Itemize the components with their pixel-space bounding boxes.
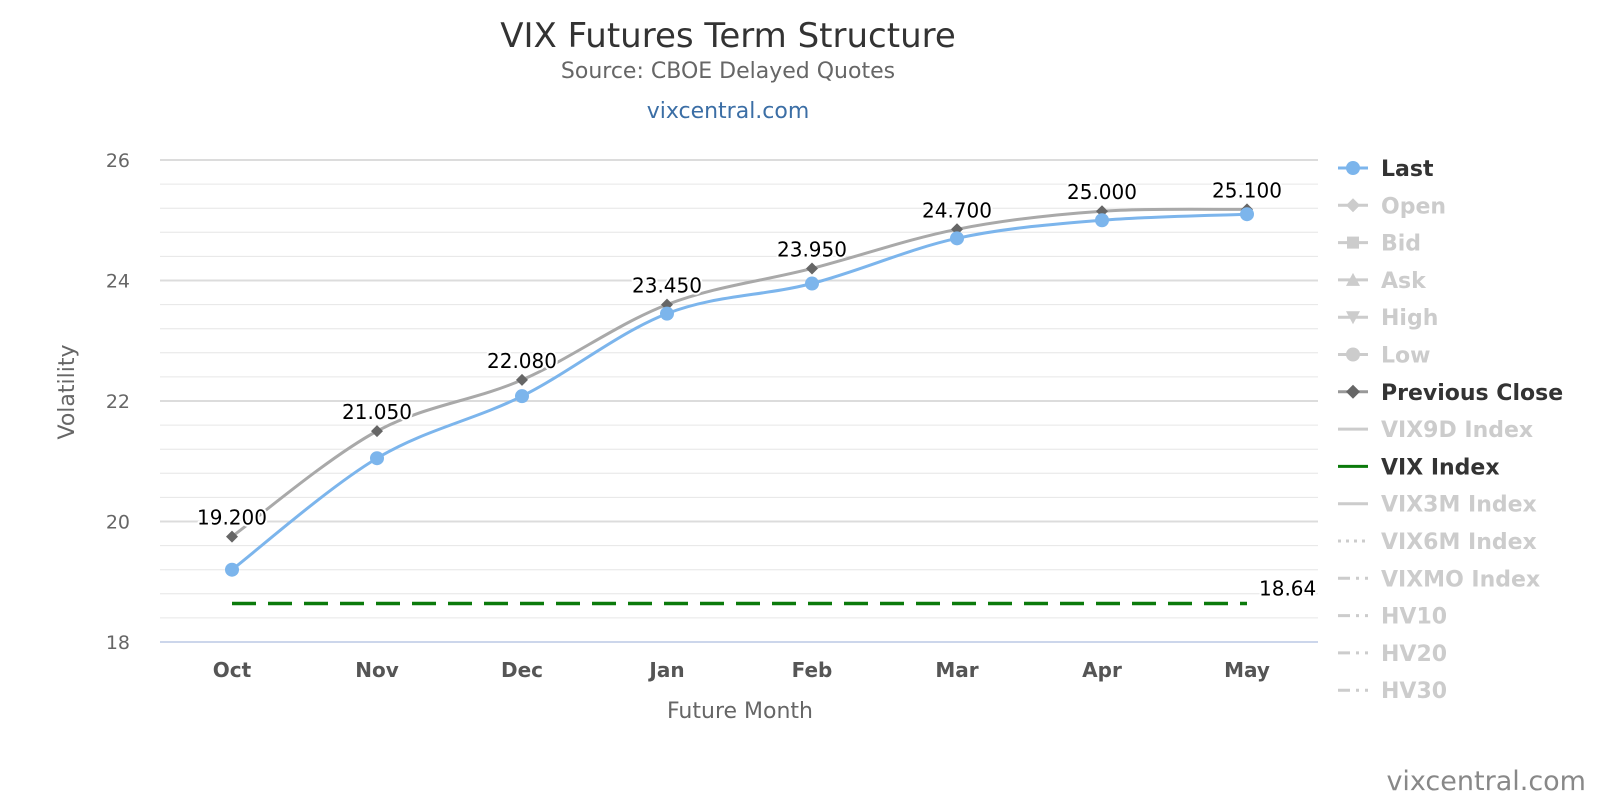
legend-label: Low bbox=[1381, 344, 1430, 369]
last-price-value-label: 25.000 bbox=[1067, 180, 1137, 204]
legend-diamond-marker bbox=[1346, 384, 1360, 399]
last-price-value-label: 21.050 bbox=[342, 400, 412, 424]
last-price-value-label: 22.080 bbox=[487, 349, 557, 373]
previous-close-point[interactable] bbox=[226, 530, 238, 543]
y-tick-label: 24 bbox=[106, 271, 130, 293]
legend-label: HV20 bbox=[1381, 642, 1447, 667]
legend-triangle-marker bbox=[1346, 272, 1360, 286]
legend-item[interactable]: Bid bbox=[1338, 232, 1421, 257]
last-price-value-label: 23.450 bbox=[632, 274, 702, 298]
legend-item[interactable]: Last bbox=[1338, 157, 1434, 182]
legend-square-marker bbox=[1347, 236, 1359, 249]
x-tick-label: Feb bbox=[792, 658, 833, 682]
last-price-point[interactable] bbox=[950, 231, 964, 246]
x-tick-label: Apr bbox=[1082, 658, 1122, 682]
legend-label: Bid bbox=[1381, 232, 1421, 257]
source-link[interactable]: vixcentral.com bbox=[647, 99, 810, 124]
last-price-line bbox=[231, 212, 1248, 571]
chart-title: VIX Futures Term Structure bbox=[500, 16, 956, 56]
legend-circle-marker bbox=[1346, 347, 1360, 362]
last-price-value-label: 23.950 bbox=[777, 237, 847, 261]
last-price-point[interactable] bbox=[370, 451, 384, 466]
previous-close-point[interactable] bbox=[371, 425, 383, 438]
x-tick-label: Oct bbox=[213, 658, 252, 682]
previous-close-point[interactable] bbox=[516, 373, 528, 386]
previous-close-point[interactable] bbox=[806, 262, 818, 275]
x-tick-label: Mar bbox=[935, 658, 978, 682]
y-tick-label: 26 bbox=[106, 150, 130, 172]
legend-item[interactable]: HV20 bbox=[1338, 642, 1447, 667]
legend-item[interactable]: VIX Index bbox=[1338, 455, 1500, 480]
legend-item[interactable]: HV10 bbox=[1338, 605, 1447, 630]
chart-subtitle: Source: CBOE Delayed Quotes bbox=[561, 59, 895, 84]
last-price-point[interactable] bbox=[1240, 207, 1254, 222]
last-price-value-label: 19.200 bbox=[197, 506, 267, 530]
x-axis-title: Future Month bbox=[667, 699, 813, 724]
last-price-point[interactable] bbox=[1095, 213, 1109, 228]
y-axis-title: Volatility bbox=[55, 344, 80, 439]
y-tick-label: 18 bbox=[106, 632, 130, 654]
legend-label: VIX Index bbox=[1381, 455, 1500, 480]
credit-text[interactable]: vixcentral.com bbox=[1386, 766, 1586, 797]
last-price-point[interactable] bbox=[515, 389, 529, 404]
vix-index-value-label: 18.64 bbox=[1259, 576, 1316, 600]
legend-item[interactable]: VIXMO Index bbox=[1338, 567, 1540, 592]
series-group bbox=[225, 203, 1254, 606]
legend-label: Ask bbox=[1381, 269, 1427, 294]
last-price-value-label: 24.700 bbox=[922, 198, 992, 222]
legend-label: VIX9D Index bbox=[1381, 418, 1533, 443]
legend-item[interactable]: VIX3M Index bbox=[1338, 493, 1537, 518]
legend-label: HV10 bbox=[1381, 605, 1447, 630]
x-axis-ticks: Oct Nov Dec Jan Feb Mar Apr May bbox=[213, 658, 1270, 682]
legend-label: Last bbox=[1381, 157, 1434, 182]
last-price-point[interactable] bbox=[660, 306, 674, 321]
last-price-value-label: 25.100 bbox=[1212, 178, 1282, 202]
y-tick-label: 20 bbox=[106, 512, 130, 534]
legend-item[interactable]: High bbox=[1338, 306, 1438, 331]
legend-label: Previous Close bbox=[1381, 381, 1563, 406]
legend-label: HV30 bbox=[1381, 679, 1447, 704]
x-tick-label: May bbox=[1224, 658, 1270, 682]
x-tick-label: Nov bbox=[355, 658, 399, 682]
legend-item[interactable]: VIX9D Index bbox=[1338, 418, 1533, 443]
legend-label: VIX6M Index bbox=[1381, 530, 1537, 555]
x-tick-label: Dec bbox=[501, 658, 543, 682]
data-labels: 18.64 19.200 21.050 22.080 23.450 23.950 24.70… bbox=[195, 176, 1318, 602]
x-tick-label: Jan bbox=[647, 658, 684, 682]
legend-item[interactable]: Low bbox=[1338, 344, 1430, 369]
legend-label: VIXMO Index bbox=[1381, 567, 1540, 592]
last-price-point[interactable] bbox=[805, 276, 819, 291]
legend-diamond-marker bbox=[1346, 198, 1360, 213]
legend: Last Open Bid Ask High Low Previous Close VIX9D… bbox=[1338, 157, 1563, 704]
legend-label: Open bbox=[1381, 194, 1446, 219]
legend-label: High bbox=[1381, 306, 1438, 331]
legend-item[interactable]: HV30 bbox=[1338, 679, 1447, 704]
y-axis-ticks: 18 20 22 24 26 bbox=[106, 150, 130, 654]
grid-lines bbox=[160, 159, 1318, 643]
legend-label: VIX3M Index bbox=[1381, 493, 1537, 518]
legend-item[interactable]: VIX6M Index bbox=[1338, 530, 1537, 555]
legend-item[interactable]: Open bbox=[1338, 194, 1446, 219]
y-tick-label: 22 bbox=[106, 391, 130, 413]
legend-item[interactable]: Ask bbox=[1338, 269, 1427, 294]
legend-triangle-down-marker bbox=[1346, 311, 1360, 325]
legend-circle-marker bbox=[1346, 161, 1360, 175]
legend-item[interactable]: Previous Close bbox=[1338, 381, 1563, 406]
last-price-point[interactable] bbox=[225, 562, 239, 577]
previous-close-line bbox=[231, 207, 1248, 538]
